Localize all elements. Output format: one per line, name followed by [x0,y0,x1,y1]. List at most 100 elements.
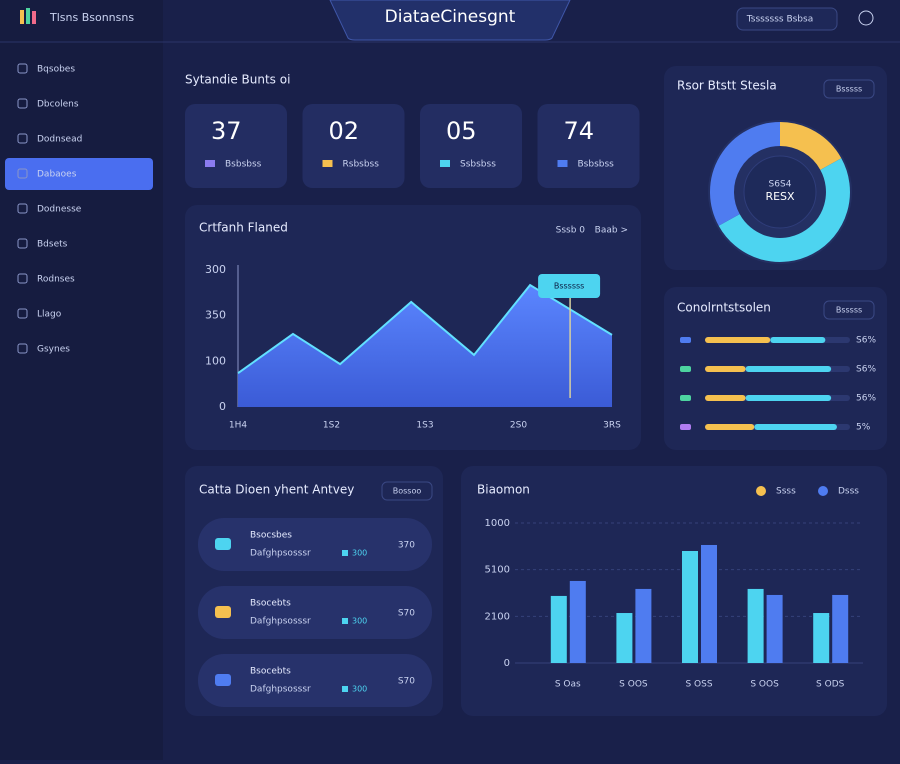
activity-item[interactable] [198,654,432,707]
activity-subtitle: Dafghpsosssr [250,617,311,627]
menu-icon [17,168,28,179]
tooltip [538,274,601,298]
chart-control[interactable]: Sssb 0 [556,226,586,236]
badge-dot [342,550,348,556]
row-dot [680,366,691,372]
logo-text: Tlsns Bsonnsns [49,11,134,24]
panel-title: Catta Dioen yhent Antvey [199,483,354,497]
activity-badge: 300 [352,617,367,626]
menu-item[interactable]: Bdsets [37,240,68,250]
bar [550,595,567,663]
panel-title: Conolrntstsolen [677,301,771,315]
chart-control[interactable]: Baab > [595,226,628,236]
x-tick-label: S OSS [685,680,712,690]
menu-item[interactable]: Dodnesse [37,205,82,215]
menu-item[interactable]: Llago [37,310,62,320]
menu-icon [17,238,28,249]
active-item [5,158,153,190]
legend-dot [756,486,766,496]
bar [569,580,586,663]
area-line [237,283,613,375]
menu-icon [17,63,28,74]
activity-badge: 300 [352,549,367,558]
progress-segment [705,395,746,401]
row-dot [680,395,691,401]
panel-title: Biaomon [477,483,530,497]
stat-label: Rsbsbss [343,160,380,170]
badge-dot [342,686,348,692]
y-tick-label: 100 [205,354,226,367]
bar-panel [461,466,887,716]
activity-subtitle: Dafghpsosssr [250,685,311,695]
bar [813,613,830,663]
tooltip-text: Bssssss [554,282,585,291]
logo-icon [26,8,30,24]
bar [635,588,652,663]
activity-badge: 300 [352,685,367,694]
menu-icon [17,273,28,284]
stat-swatch [440,160,450,167]
activity-icon [215,674,231,686]
header-button-text: Tsssssss Bsbsa [746,15,813,25]
menu-item[interactable]: Bqsobes [37,65,75,75]
x-tick-label: S ODS [816,680,845,690]
stat-value: 74 [564,117,595,145]
progress-label: S6% [856,336,876,346]
legend-label: Dsss [838,487,859,497]
stat-swatch [322,160,333,167]
legend-label: Ssss [776,487,796,497]
activity-icon [215,538,231,550]
y-tick-label: 350 [205,309,226,322]
progress-label: 56% [856,394,876,404]
menu-item[interactable]: Gsynes [37,345,70,355]
y-tick-label: 2100 [485,611,510,622]
panel-button[interactable] [823,79,875,99]
settings-icon[interactable] [858,10,874,26]
stat-value: 02 [329,117,360,145]
stat-label: Ssbsbss [460,160,496,170]
activity-title: Bsocsbes [250,531,292,541]
menu-icon [17,308,28,319]
progress-segment [705,424,755,430]
badge-dot [342,618,348,624]
panel-button-text: Bsssss [836,85,862,94]
bar [682,551,698,663]
progress-segment [745,395,832,401]
logo-icon [32,11,36,24]
stat-label: Bsbsbss [225,160,262,170]
sidebar [0,0,163,760]
activity-title: Bsocebts [250,599,291,609]
menu-item[interactable]: Dbcolens [37,100,79,110]
stat-label: Bsbsbss [578,160,615,170]
activity-item[interactable] [198,586,432,639]
row-dot [680,424,691,430]
legend-dot [818,486,828,496]
activity-title: Bsocebts [250,667,291,677]
bar [832,594,849,663]
menu-icon [17,203,28,214]
y-tick-label: 300 [205,263,226,276]
stat-value: 05 [446,117,477,145]
menu-item[interactable]: Rodnses [37,275,75,285]
progress-segment [705,366,746,372]
activity-value: S70 [398,609,415,619]
menu-item[interactable]: Dodnsead [37,135,82,145]
activity-item[interactable] [198,518,432,571]
row-dot [680,337,691,343]
donut-center-text: S6S4 [769,180,792,190]
progress-segment [705,337,771,343]
header-button[interactable] [736,7,838,31]
stat-swatch [205,160,215,167]
bar [701,544,717,663]
donut-segment [718,158,850,262]
area-fill [238,285,612,407]
y-tick-label: 0 [219,400,226,413]
panel-button[interactable] [823,300,875,320]
x-tick-label: 3RS [603,421,621,431]
activity-icon [215,606,231,618]
activity-subtitle: Dafghpsosssr [250,549,311,559]
menu-item[interactable]: Dabaoes [37,170,77,180]
donut-segment [779,122,842,171]
panel-button[interactable] [381,481,433,501]
